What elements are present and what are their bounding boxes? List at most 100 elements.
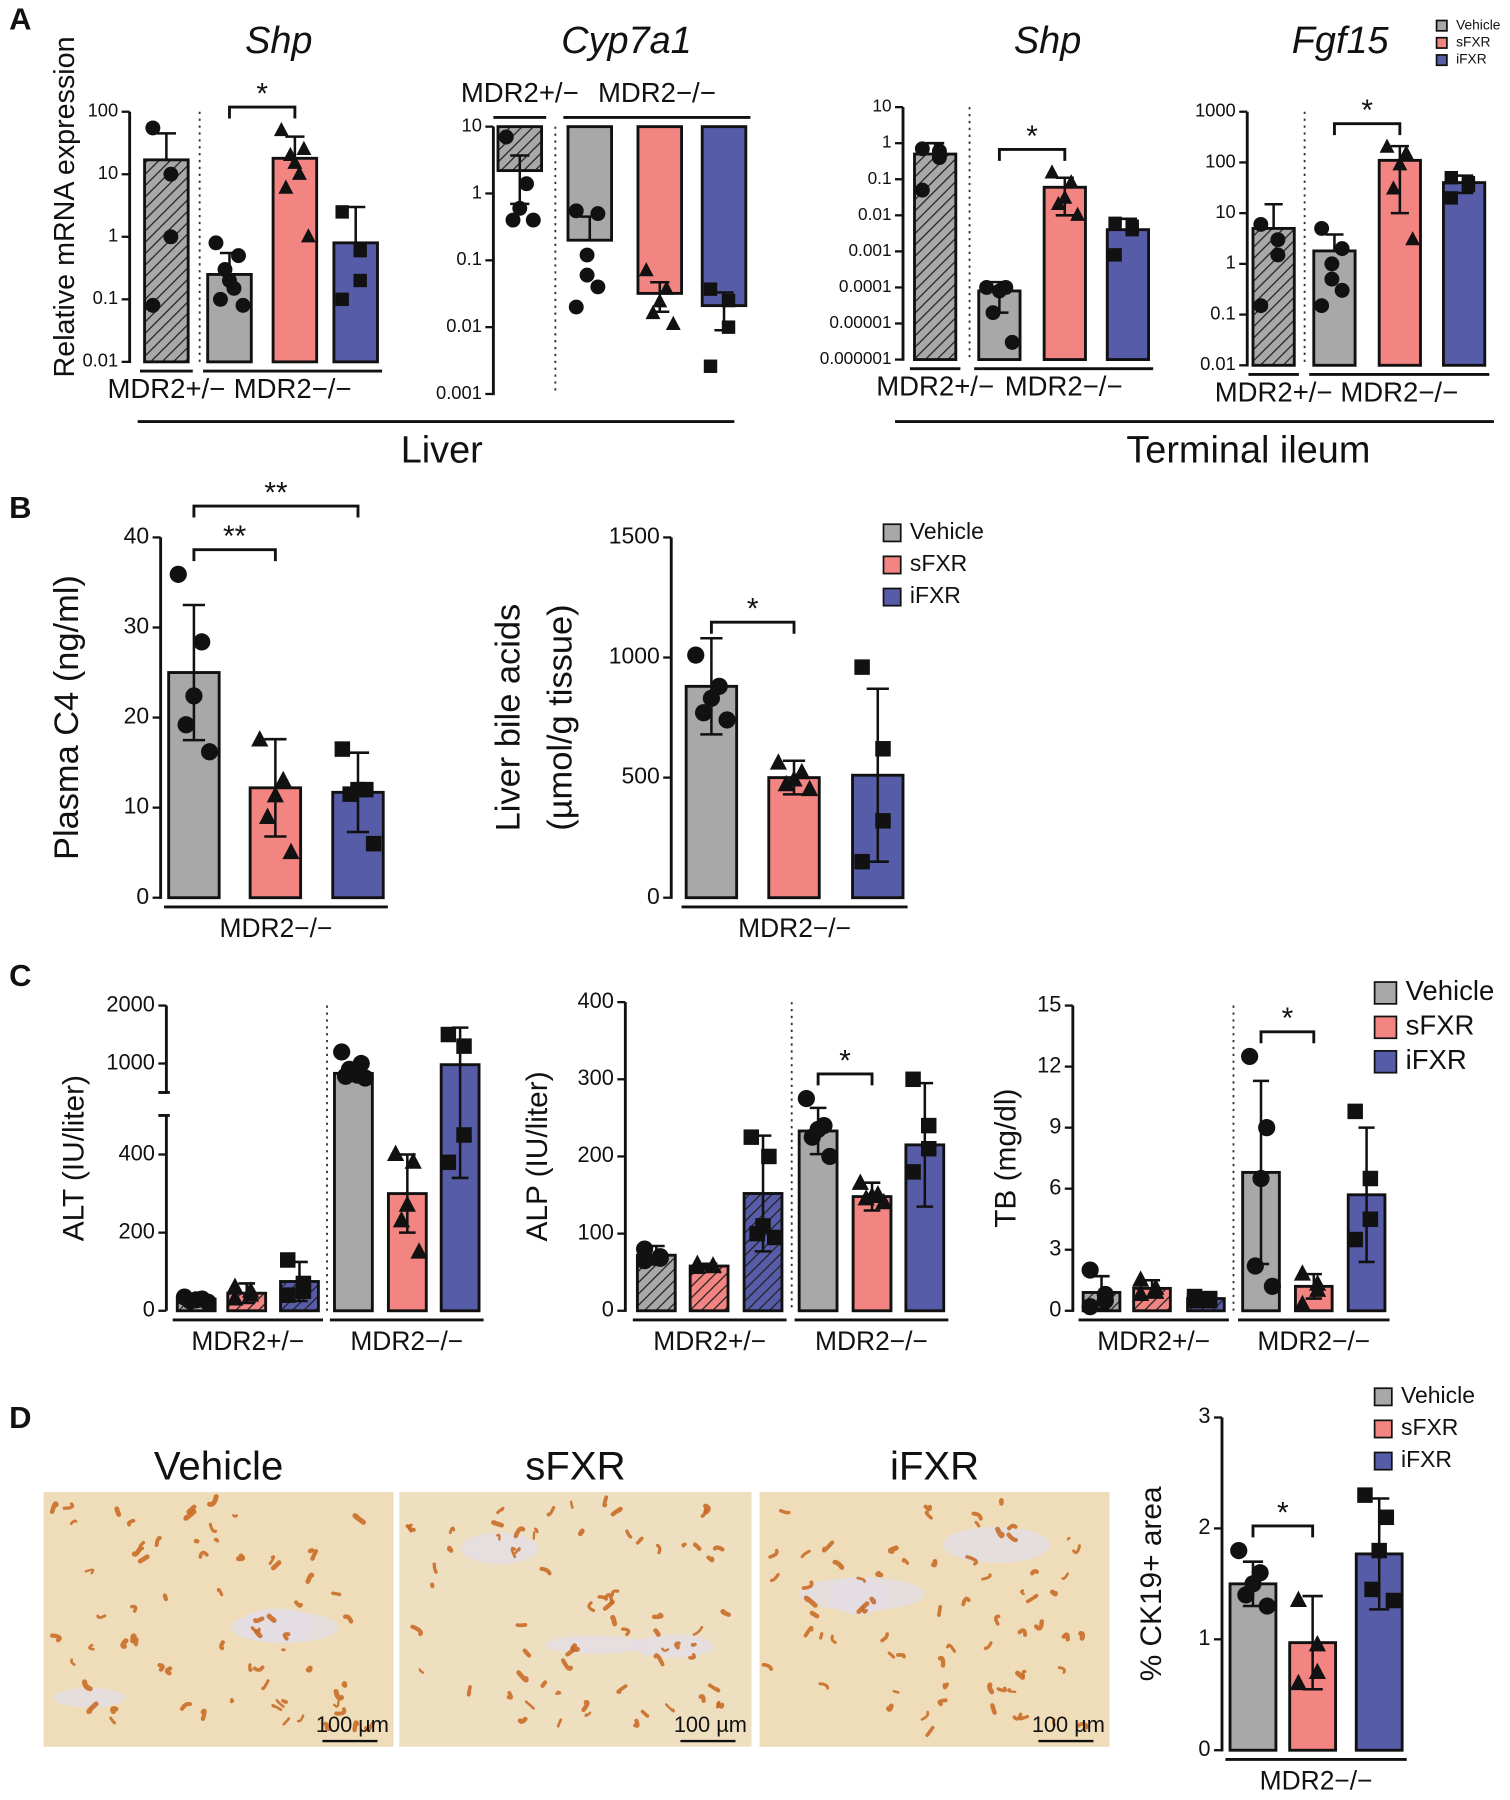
- micrograph-stain: [1020, 1589, 1025, 1596]
- data-point: [1308, 1634, 1326, 1652]
- micrograph-stain: [333, 1700, 340, 1708]
- micrograph-stain: [692, 1542, 702, 1551]
- micrograph-stain: [231, 1514, 238, 1518]
- micrograph-stain: [584, 1711, 592, 1717]
- data-point: [1364, 1581, 1380, 1598]
- y-tick-label: 3: [1049, 1235, 1061, 1260]
- micrograph-stain: [610, 1506, 623, 1517]
- data-point: [1253, 216, 1269, 232]
- micrograph-stain: [653, 1628, 661, 1637]
- micrograph-stain: [621, 1627, 631, 1637]
- y-tick-label: 0: [1198, 1736, 1210, 1761]
- micrograph-stain: [506, 1690, 513, 1700]
- y-tick-label: 1: [1198, 1625, 1210, 1650]
- data-point: [1347, 1103, 1363, 1120]
- image-title: iFXR: [890, 1444, 979, 1489]
- legend-label: sFXR: [910, 550, 967, 576]
- micrograph-stain: [1012, 1712, 1023, 1721]
- data-point: [177, 716, 195, 734]
- micrograph-stain: [974, 1520, 981, 1528]
- micrograph-stain: [248, 1663, 253, 1672]
- y-tick-label: 0.01: [446, 315, 482, 336]
- data-point: [1253, 298, 1269, 314]
- group-label: MDR2+/−: [108, 373, 226, 404]
- y-tick-label: 2000: [106, 991, 154, 1016]
- y-tick-label: 1: [1226, 252, 1236, 273]
- significance-bracket: [192, 504, 360, 518]
- caption: Terminal ileum: [1126, 430, 1370, 472]
- micrograph-stain: [496, 1506, 505, 1515]
- scale-bar-label: 100 µm: [1032, 1712, 1105, 1737]
- data-point: [1004, 334, 1020, 350]
- y-axis-label: ALP (IU/liter): [521, 1071, 554, 1241]
- micrograph-stain: [800, 1549, 811, 1559]
- y-tick-label: 500: [621, 763, 659, 789]
- micrograph-stain: [886, 1703, 894, 1712]
- micrograph-stain: [930, 1558, 938, 1568]
- data-point: [335, 205, 349, 219]
- data-point: [282, 842, 300, 860]
- legend-label: Vehicle: [910, 518, 984, 544]
- micrograph-stain: [983, 1641, 993, 1650]
- group-label: MDR2−/−: [1340, 376, 1458, 407]
- data-point: [1293, 1264, 1312, 1281]
- micrograph-stain: [268, 1555, 276, 1566]
- micrograph-stain: [546, 1505, 556, 1517]
- significance-bracket: [192, 548, 277, 562]
- y-tick-label: 0: [143, 1297, 155, 1322]
- scale-bar-label: 100 µm: [316, 1712, 389, 1737]
- micrograph-stain: [418, 1668, 425, 1674]
- data-point: [145, 120, 161, 136]
- micrograph-stain: [219, 1640, 225, 1651]
- data-point: [1314, 298, 1330, 314]
- data-point: [1081, 1298, 1099, 1316]
- chart-title: Shp: [1014, 20, 1081, 62]
- micrograph-stain: [253, 1616, 265, 1624]
- data-point: [694, 704, 713, 722]
- micrograph-stain: [1025, 1593, 1039, 1604]
- micrograph-stain: [491, 1520, 505, 1528]
- data-point: [273, 121, 289, 137]
- y-tick-label: 1: [882, 132, 892, 152]
- micrograph-stain: [130, 1604, 138, 1613]
- significance-label: *: [1277, 1496, 1289, 1529]
- data-point: [1044, 164, 1060, 179]
- data-point: [365, 835, 382, 852]
- y-tick-label: 400: [119, 1140, 155, 1165]
- y-tick-label: 0.1: [93, 287, 119, 308]
- group-label: MDR2−/−: [1260, 1765, 1373, 1795]
- micrograph-stain: [275, 1699, 285, 1708]
- data-point: [519, 176, 534, 192]
- legend-label: iFXR: [1406, 1044, 1467, 1075]
- micrograph-stain: [610, 1589, 620, 1597]
- group-label: MDR2+/−: [876, 371, 994, 402]
- data-point: [1270, 232, 1286, 248]
- data-point: [659, 280, 674, 295]
- scale-bar-label: 100 µm: [674, 1712, 747, 1737]
- data-point: [875, 741, 891, 757]
- data-point: [1293, 1294, 1312, 1312]
- data-point: [1314, 220, 1330, 236]
- data-point: [199, 1293, 217, 1311]
- micrograph-stain: [1083, 1724, 1090, 1730]
- micrograph-stain: [821, 1540, 835, 1553]
- micrograph-stain: [198, 1550, 209, 1559]
- chart-title: Cyp7a1: [561, 20, 692, 62]
- micrograph-stain: [363, 1721, 375, 1732]
- data-point: [1063, 174, 1079, 189]
- data-point: [1241, 1047, 1259, 1066]
- data-point: [163, 229, 179, 245]
- legend-label: iFXR: [910, 582, 961, 608]
- data-point: [335, 292, 349, 307]
- micrograph-stain: [653, 1653, 665, 1667]
- micrograph-stain: [809, 1610, 820, 1619]
- group-label: MDR2−/−: [220, 913, 333, 943]
- micrograph-stain: [81, 1679, 93, 1692]
- caption: Liver: [401, 430, 483, 472]
- micrograph-stain: [707, 1683, 721, 1693]
- data-point: [718, 711, 736, 729]
- micrograph: [399, 1492, 752, 1747]
- data-point: [440, 1154, 457, 1171]
- micrograph-texture: [798, 1577, 925, 1611]
